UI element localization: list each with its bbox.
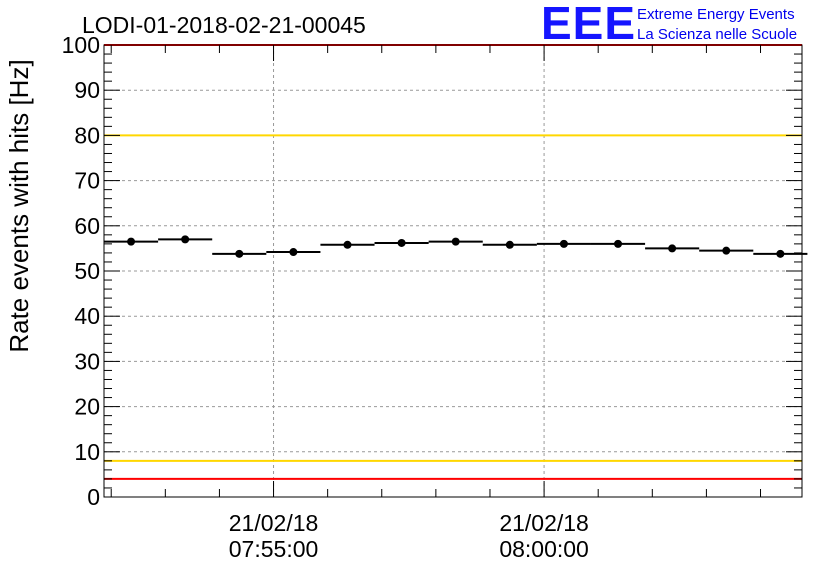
logo-line1: Extreme Energy Events (637, 6, 795, 23)
y-tick-label: 20 (74, 394, 100, 420)
y-tick-label: 70 (74, 168, 100, 194)
data-point (397, 238, 406, 247)
x-tick-date-label: 21/02/18 (499, 510, 589, 536)
data-point (451, 237, 460, 246)
data-point (505, 240, 514, 249)
y-tick-label: 90 (74, 77, 100, 103)
y-tick-label: 10 (74, 439, 100, 465)
y-tick-label: 100 (62, 32, 100, 58)
data-point (235, 249, 244, 258)
data-point (668, 244, 677, 253)
axis-ticks: 010203040506070809010021/02/1807:55:0021… (62, 32, 802, 562)
y-tick-label: 60 (74, 213, 100, 239)
reference-lines (104, 44, 802, 480)
data-point (722, 246, 731, 255)
data-series (104, 235, 808, 258)
x-tick-time-label: 08:00:00 (499, 536, 589, 562)
x-tick-time-label: 07:55:00 (229, 536, 319, 562)
y-tick-label: 0 (87, 484, 100, 510)
data-point (776, 249, 785, 258)
grid (104, 45, 802, 497)
data-point (614, 239, 623, 248)
chart-title: LODI-01-2018-02-21-00045 (82, 12, 366, 38)
data-point (127, 237, 136, 246)
y-tick-label: 30 (74, 348, 100, 374)
data-point (559, 239, 568, 248)
eee-logo: EEE Extreme Energy Events La Scienza nel… (541, 0, 797, 49)
logo-line2: La Scienza nelle Scuole (637, 26, 797, 43)
data-point (343, 240, 352, 249)
y-axis-label: Rate events with hits [Hz] (4, 59, 34, 352)
logo-mark: EEE (541, 0, 636, 49)
x-tick-date-label: 21/02/18 (229, 510, 319, 536)
data-point (181, 235, 190, 244)
data-point (289, 248, 298, 257)
y-tick-label: 80 (74, 122, 100, 148)
y-tick-label: 50 (74, 258, 100, 284)
y-tick-label: 40 (74, 303, 100, 329)
